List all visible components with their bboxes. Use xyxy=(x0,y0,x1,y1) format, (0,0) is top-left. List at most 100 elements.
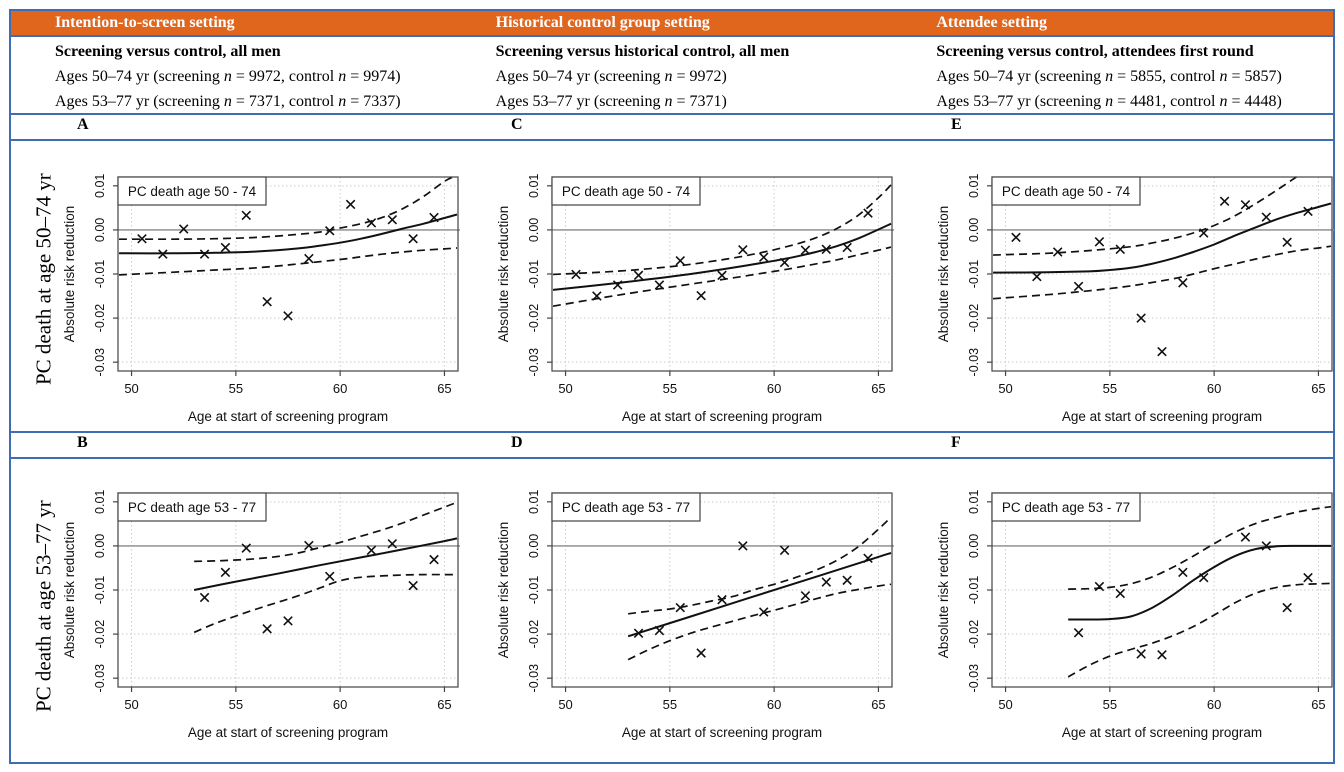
axes: 50 55 60 65 0.01 0.00 -0.01 -0.02 -0.03 xyxy=(967,174,1326,396)
panel-letter: D xyxy=(511,434,523,451)
svg-text:0.00: 0.00 xyxy=(93,534,107,558)
setting-ages-line: Ages 53–77 yr (screening n = 7371) xyxy=(495,93,727,110)
svg-text:-0.02: -0.02 xyxy=(527,304,541,333)
svg-text:50: 50 xyxy=(558,697,572,712)
svg-text:65: 65 xyxy=(437,697,451,712)
svg-text:65: 65 xyxy=(1311,381,1325,396)
panel-letter: A xyxy=(77,116,89,133)
svg-text:-0.01: -0.01 xyxy=(527,260,541,289)
svg-text:0.01: 0.01 xyxy=(967,174,981,198)
data-markers xyxy=(137,199,439,321)
x-axis-label: Age at start of screening program xyxy=(622,409,822,424)
lower-confidence-curve xyxy=(193,573,457,634)
setting-ages-line: Ages 53–77 yr (screening n = 7371, contr… xyxy=(55,93,401,110)
svg-text:65: 65 xyxy=(871,697,885,712)
chart-panel-F: 50 55 60 65 0.01 0.00 -0.01 -0.02 -0.03 Age at st… xyxy=(934,471,1334,745)
svg-text:65: 65 xyxy=(1311,697,1325,712)
plot-legend: PC death age 53 - 77 xyxy=(991,492,1141,522)
y-axis-label: Absolute risk reduction xyxy=(936,206,951,343)
fitted-curve xyxy=(552,222,892,291)
data-markers xyxy=(199,538,439,634)
plot-legend: PC death age 53 - 77 xyxy=(551,492,701,522)
row-label: PC death at age 53–77 yr xyxy=(31,500,56,713)
chart-svg-B: 50 55 60 65 0.01 0.00 -0.01 -0.02 -0.03 Age at st… xyxy=(62,490,460,740)
axes: 50 55 60 65 0.01 0.00 -0.01 -0.02 -0.03 xyxy=(527,174,886,396)
x-axis-label: Age at start of screening program xyxy=(188,409,388,424)
x-axis-label: Age at start of screening program xyxy=(622,725,822,740)
plot-legend: PC death age 50 - 74 xyxy=(991,176,1141,206)
svg-text:PC death age 50 - 74: PC death age 50 - 74 xyxy=(562,184,691,199)
svg-text:50: 50 xyxy=(124,381,138,396)
chart-svg-D: 50 55 60 65 0.01 0.00 -0.01 -0.02 -0.03 Age at st… xyxy=(496,490,894,740)
svg-text:-0.02: -0.02 xyxy=(93,620,107,649)
panel-letter-row-bottom: B D F xyxy=(11,433,1333,459)
setting-subtitle: Screening versus control, attendees firs… xyxy=(936,43,1254,60)
fitted-curve xyxy=(193,537,458,591)
svg-text:0.01: 0.01 xyxy=(967,490,981,514)
svg-text:-0.03: -0.03 xyxy=(527,348,541,377)
row-label: PC death at age 50–74 yr xyxy=(31,173,56,385)
svg-text:-0.03: -0.03 xyxy=(527,664,541,693)
gridlines xyxy=(552,493,892,687)
svg-text:PC death age 50 - 74: PC death age 50 - 74 xyxy=(128,184,257,199)
y-axis-label: Absolute risk reduction xyxy=(936,522,951,659)
fitted-curve xyxy=(993,202,1332,274)
x-axis-label: Age at start of screening program xyxy=(188,725,388,740)
fitted-curve xyxy=(1068,544,1331,621)
svg-text:55: 55 xyxy=(229,697,243,712)
svg-text:65: 65 xyxy=(437,381,451,396)
upper-confidence-curve xyxy=(628,516,892,615)
svg-text:50: 50 xyxy=(558,381,572,396)
svg-text:55: 55 xyxy=(229,381,243,396)
axes: 50 55 60 65 0.01 0.00 -0.01 -0.02 -0.03 xyxy=(967,490,1326,712)
chart-svg-A: 50 55 60 65 0.01 0.00 -0.01 -0.02 -0.03 Age at st… xyxy=(62,174,460,424)
lower-confidence-curve xyxy=(552,246,892,308)
svg-text:PC death age 53 - 77: PC death age 53 - 77 xyxy=(1002,500,1130,515)
svg-text:-0.03: -0.03 xyxy=(967,348,981,377)
axes: 50 55 60 65 0.01 0.00 -0.01 -0.02 -0.03 xyxy=(527,490,886,712)
svg-text:PC death age 53 - 77: PC death age 53 - 77 xyxy=(128,500,256,515)
setting-ages-line: Ages 50–74 yr (screening n = 9972, contr… xyxy=(55,68,401,85)
svg-text:PC death age 53 - 77: PC death age 53 - 77 xyxy=(562,500,690,515)
svg-text:60: 60 xyxy=(333,697,347,712)
data-markers xyxy=(633,541,873,658)
setting-description: Screening versus control, attendees firs… xyxy=(892,39,1333,113)
svg-text:0.00: 0.00 xyxy=(967,218,981,242)
header-column-title: Attendee setting xyxy=(936,14,1047,31)
gridlines xyxy=(992,493,1332,687)
svg-text:60: 60 xyxy=(1207,697,1221,712)
svg-text:60: 60 xyxy=(1207,381,1221,396)
gridlines xyxy=(118,493,458,687)
setting-subtitle: Screening versus historical control, all… xyxy=(495,43,790,60)
gridlines xyxy=(992,177,1332,371)
svg-text:-0.03: -0.03 xyxy=(93,664,107,693)
lower-confidence-curve xyxy=(1067,582,1332,678)
header-bar: Intention-to-screen setting Historical c… xyxy=(11,11,1333,37)
svg-text:60: 60 xyxy=(333,381,347,396)
chart-panel-E: 50 55 60 65 0.01 0.00 -0.01 -0.02 -0.03 Age at st… xyxy=(934,155,1334,429)
svg-text:-0.01: -0.01 xyxy=(527,576,541,605)
svg-text:55: 55 xyxy=(663,697,677,712)
svg-text:-0.01: -0.01 xyxy=(967,260,981,289)
lower-confidence-curve xyxy=(992,245,1332,300)
fitted-curve xyxy=(119,213,458,255)
setting-subtitle: Screening versus control, all men xyxy=(55,43,281,60)
svg-text:0.00: 0.00 xyxy=(93,218,107,242)
svg-text:-0.02: -0.02 xyxy=(93,304,107,333)
svg-text:0.01: 0.01 xyxy=(93,490,107,514)
header-column-title: Intention-to-screen setting xyxy=(55,14,235,31)
header-column-title: Historical control group setting xyxy=(495,14,710,31)
upper-confidence-curve xyxy=(194,501,458,563)
fitted-curve xyxy=(627,552,892,638)
svg-text:-0.02: -0.02 xyxy=(967,620,981,649)
svg-text:-0.03: -0.03 xyxy=(967,664,981,693)
plot-legend: PC death age 53 - 77 xyxy=(117,492,267,522)
panel-letter: B xyxy=(77,434,88,451)
gridlines xyxy=(552,177,892,371)
panel-letter: E xyxy=(951,116,962,133)
axes: 50 55 60 65 0.01 0.00 -0.01 -0.02 -0.03 xyxy=(93,490,452,712)
y-axis-label: Absolute risk reduction xyxy=(62,522,77,659)
chart-svg-C: 50 55 60 65 0.01 0.00 -0.01 -0.02 -0.03 Age at st… xyxy=(496,174,894,424)
svg-text:55: 55 xyxy=(663,381,677,396)
svg-text:0.00: 0.00 xyxy=(527,218,541,242)
